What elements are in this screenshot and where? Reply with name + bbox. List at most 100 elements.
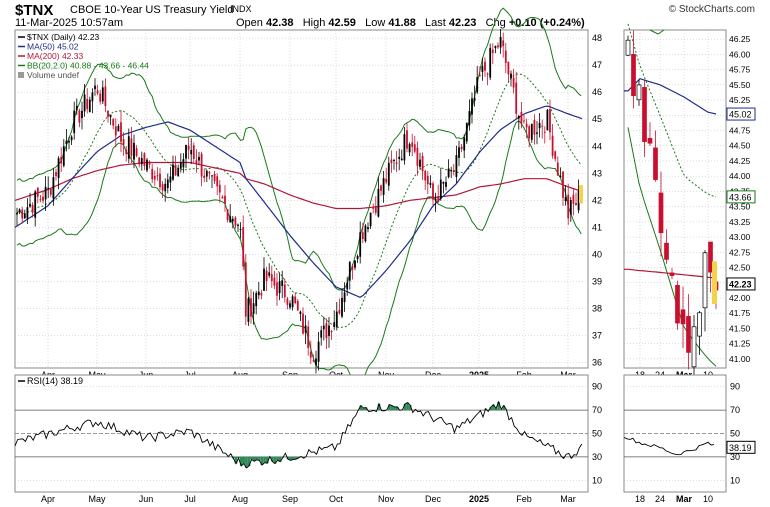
bb-upper-line [16,7,582,291]
zoom-y-tick-label: 43.50 [729,202,751,212]
price-y-tick-label: 37 [592,331,602,341]
rsi-y-tick-label: 10 [592,475,602,485]
price-candle-body [447,168,450,178]
price-candle-body [172,164,174,180]
price-candle-body [73,110,76,134]
price-candle-body [330,330,333,333]
legend-swatch [18,72,24,78]
price-candle-body [497,45,499,48]
zoom-y-tick-label: 44.75 [729,125,751,135]
zoom-candle-body [647,137,653,144]
price-candle-body [96,90,99,94]
rsi-x-tick-label: Sep [282,494,298,504]
price-candle-body [359,232,362,257]
price-candle-body [36,187,39,197]
price-candle-body [432,183,434,200]
price-candle-body [468,111,471,126]
price-candle-body [395,162,398,165]
price-candle-body [484,61,486,71]
price-candle-body [494,45,497,49]
price-candle-body [458,147,460,158]
price-candle-body [130,138,133,156]
price-candle-body [216,176,219,187]
price-candle-body [289,303,291,308]
price-candle-body [70,136,73,141]
price-candle-body [426,175,429,185]
price-candle-body [465,122,468,142]
price-candle-body [442,181,445,184]
price-candle-body [437,196,440,203]
price-candle-body [146,159,148,171]
zoom-y-tick-label: 42.00 [729,293,751,303]
price-candle-body [156,175,159,177]
rsi-y-tick-label: 30 [592,452,602,462]
zoom-y-tick-label: 41.50 [729,323,751,333]
high-value: 42.59 [328,17,356,29]
zoom-candle-body [691,326,697,368]
price-candle-body [320,330,323,338]
price-candle-body [416,147,419,166]
price-candle-body [281,280,284,287]
price-candle-body [234,217,237,226]
price-candle-body [31,204,34,213]
price-candle-body [127,136,130,159]
price-candle-body [151,168,154,180]
price-candle-body [122,139,125,145]
price-candle-body [75,105,78,111]
price-candle-body [455,155,458,177]
price-candle-body [421,156,424,172]
last-label: Last [425,17,446,29]
price-candle-body [335,311,338,328]
price-y-tick-label: 38 [592,304,602,314]
value-tag-box [726,190,756,204]
zoom-candle-body [702,252,708,309]
price-candle-body [564,197,567,202]
price-candle-body [377,188,380,217]
value-tag-box [726,277,756,291]
price-candle-body [99,93,102,102]
zoom-rsi-x-tick-label: Mar [676,494,693,504]
zoom-ma50-line [624,78,717,115]
price-candle-body [65,140,68,145]
price-candle-body [307,326,310,348]
price-candle-body [473,97,476,101]
price-candle-body [523,120,525,122]
price-candle-body [159,173,161,188]
price-candle-body [562,171,564,198]
price-candle-body [268,272,271,276]
price-candle-body [569,200,572,215]
price-candle-body [213,173,216,182]
price-candle-body [543,131,546,133]
value-tag-label: 42.23 [729,279,752,289]
zoom-rsi-y-tick-label: 50 [730,429,740,439]
price-candle-body [374,206,377,213]
price-candle-body [520,111,523,124]
price-candle-body [481,66,484,72]
zoom-rsi-x-tick-label: 18 [635,494,645,504]
value-tag-label: 43.66 [729,192,752,202]
price-candle-body [231,218,234,222]
rsi-value-tag-box [726,440,756,454]
price-candle-body [312,360,315,362]
price-candle-body [120,122,122,142]
price-candle-body [263,268,265,291]
price-candle-body [460,146,463,150]
price-candle-body [208,171,211,174]
exchange-label: INDX [230,4,252,14]
price-candle-body [463,137,466,151]
price-candle-body [114,126,117,136]
zoom-y-tick-label: 45.25 [729,95,751,105]
price-candle-body [309,351,312,358]
zoom-y-tick-label: 44.50 [729,141,751,151]
price-candle-body [419,159,421,167]
price-candle-body [530,123,533,140]
price-candle-body [382,178,385,195]
zoom-bb-middle-line [627,23,717,198]
price-y-tick-label: 48 [592,33,602,43]
rsi-x-tick-label: Jun [139,494,154,504]
price-candle-body [224,195,226,204]
price-candle-body [296,300,299,311]
price-candle-body [182,159,185,168]
value-tag-label: 45.02 [729,110,752,120]
price-candle-body [406,130,408,149]
